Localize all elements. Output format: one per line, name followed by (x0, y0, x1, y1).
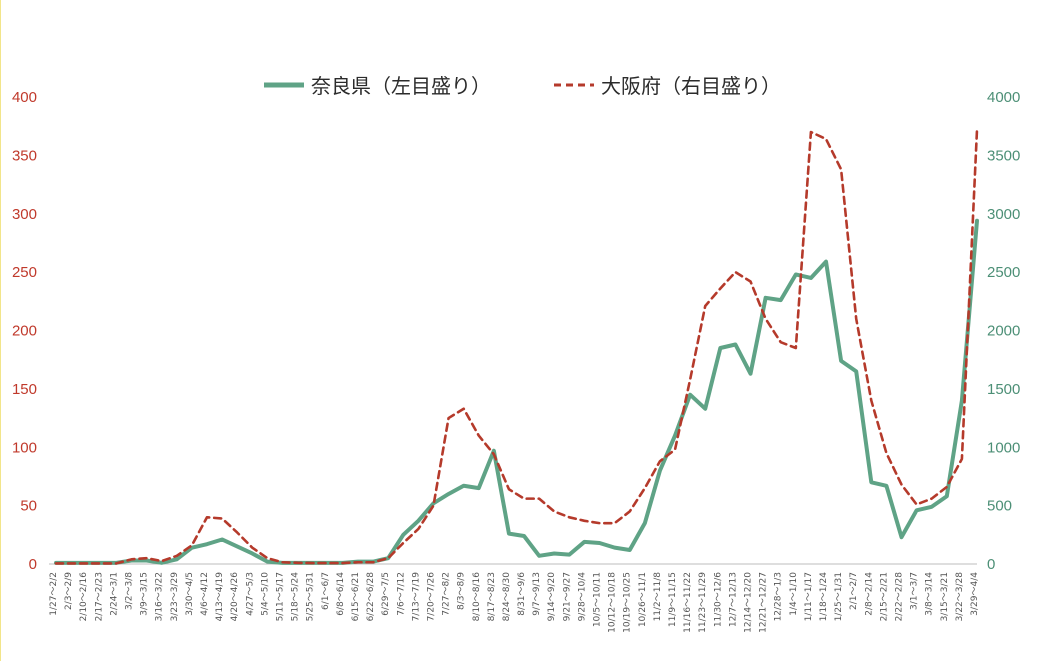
x-tick-label: 2/3～2/9 (64, 572, 74, 610)
x-tick-label: 2/1～2/7 (849, 572, 859, 610)
y-right-tick-label: 500 (987, 498, 1012, 515)
x-tick-label: 9/28～10/4 (577, 572, 587, 622)
series-layer (54, 128, 979, 565)
x-tick-label: 8/17～8/23 (487, 572, 497, 621)
y-right-tick-label: 3000 (987, 206, 1020, 223)
x-tick-label: 7/20～7/26 (426, 572, 436, 622)
x-tick-label: 1/4～1/10 (789, 572, 799, 616)
x-tick-label: 10/12～10/18 (608, 572, 618, 633)
x-tick-label: 2/10～2/16 (79, 572, 89, 622)
x-tick-label: 3/9～3/15 (140, 572, 150, 616)
x-tick-label: 7/13～7/19 (411, 572, 421, 622)
x-tick-label: 1/11～1/17 (804, 572, 814, 621)
x-tick-label: 5/18～5/24 (291, 572, 301, 622)
y-axis-right: 0 500 1000 1500 2000 2500 3000 3500 4000 (987, 89, 1020, 573)
x-tick-label: 8/31～9/6 (517, 572, 527, 616)
x-tick-label: 3/22～3/28 (955, 572, 965, 622)
x-tick-label: 12/21～12/27 (759, 572, 769, 633)
x-tick-label: 3/16～3/22 (155, 572, 165, 621)
x-tick-label: 6/22～6/28 (366, 572, 376, 622)
x-tick-label: 2/8～2/14 (864, 572, 874, 616)
y-right-tick-label: 2000 (987, 323, 1020, 340)
x-tick-label: 12/28～1/3 (774, 572, 784, 621)
x-tick-label: 3/1～3/7 (910, 572, 920, 610)
x-tick-label: 11/9～11/15 (668, 572, 678, 627)
x-tick-label: 10/19～10/25 (623, 572, 633, 633)
legend-label-nara: 奈良県（左目盛り） (311, 74, 491, 98)
y-right-tick-label: 4000 (987, 89, 1020, 106)
x-tick-label: 9/14～9/20 (547, 572, 557, 622)
x-tick-label: 3/15～3/21 (940, 572, 950, 621)
y-right-tick-label: 2500 (987, 264, 1020, 281)
legend: 奈良県（左目盛り） 大阪府（右目盛り） (264, 74, 781, 98)
x-tick-label: 4/6～4/12 (200, 572, 210, 616)
x-tick-label: 4/27～5/3 (245, 572, 255, 616)
y-left-tick-label: 250 (12, 264, 37, 281)
y-left-tick-label: 400 (12, 89, 37, 106)
x-tick-label: 8/3～8/9 (457, 572, 467, 610)
x-tick-label: 4/20～4/26 (230, 572, 240, 622)
x-tick-label: 2/24～3/1 (109, 572, 119, 616)
x-tick-label: 10/26～11/1 (638, 572, 648, 627)
x-tick-label: 8/24～8/30 (502, 572, 512, 622)
x-tick-label: 6/8～6/14 (336, 572, 346, 616)
y-right-tick-label: 1500 (987, 381, 1020, 398)
y-left-tick-label: 350 (12, 147, 37, 164)
series-line-osaka (54, 128, 979, 565)
x-tick-label: 5/11～5/17 (275, 572, 285, 621)
x-tick-label: 9/21～9/27 (562, 572, 572, 621)
x-tick-label: 5/25～5/31 (306, 572, 316, 621)
x-tick-label: 2/17～2/23 (94, 572, 104, 621)
x-tick-label: 3/29～4/4 (970, 572, 980, 616)
y-right-tick-label: 1000 (987, 439, 1020, 456)
legend-label-osaka: 大阪府（右目盛り） (601, 74, 781, 98)
x-tick-label: 12/14～12/20 (744, 572, 754, 633)
x-tick-label: 2/15～2/21 (879, 572, 889, 621)
x-tick-label: 6/29～7/5 (381, 572, 391, 616)
x-tick-label: 11/2～11/8 (653, 572, 663, 622)
y-left-tick-label: 300 (12, 206, 37, 223)
y-left-tick-label: 200 (12, 323, 37, 340)
x-tick-label: 10/5～10/11 (593, 572, 603, 627)
x-tick-label: 5/4～5/10 (260, 572, 270, 616)
y-right-tick-label: 3500 (987, 147, 1020, 164)
y-left-tick-label: 50 (20, 498, 37, 515)
x-tick-label: 1/18～1/24 (819, 572, 829, 622)
x-tick-label: 11/23～11/29 (698, 572, 708, 633)
x-tick-label: 3/23～3/29 (170, 572, 180, 622)
x-tick-label: 4/13～4/19 (215, 572, 225, 622)
x-tick-label: 7/6～7/12 (396, 572, 406, 616)
x-tick-label: 3/8～3/14 (925, 572, 935, 616)
x-tick-label: 8/10～8/16 (472, 572, 482, 622)
x-tick-label: 1/27～2/2 (49, 572, 59, 616)
x-tick-label: 6/1～6/7 (321, 572, 331, 610)
x-axis: 1/27～2/2 2/3～2/9 2/10～2/16 2/17～2/23 2/24～3/… (49, 572, 980, 633)
x-tick-label: 12/7～12/13 (728, 572, 738, 627)
x-tick-label: 11/16～11/22 (683, 572, 693, 633)
x-tick-label: 9/7～9/13 (532, 572, 542, 616)
y-left-tick-label: 100 (12, 439, 37, 456)
x-tick-label: 3/30～4/5 (185, 572, 195, 616)
y-axis-left: 0 50 100 150 200 250 300 350 400 (12, 89, 37, 573)
x-tick-label: 3/2～3/8 (124, 572, 134, 610)
x-tick-label: 6/15～6/21 (351, 572, 361, 621)
x-tick-label: 11/30～12/6 (713, 572, 723, 627)
series-line-nara (54, 218, 979, 565)
y-right-tick-label: 0 (987, 556, 995, 573)
x-tick-label: 1/25～1/31 (834, 572, 844, 621)
x-tick-label: 2/22～2/28 (895, 572, 905, 622)
y-left-tick-label: 150 (12, 381, 37, 398)
x-tick-label: 7/27～8/2 (442, 572, 452, 616)
y-left-tick-label: 0 (29, 556, 37, 573)
